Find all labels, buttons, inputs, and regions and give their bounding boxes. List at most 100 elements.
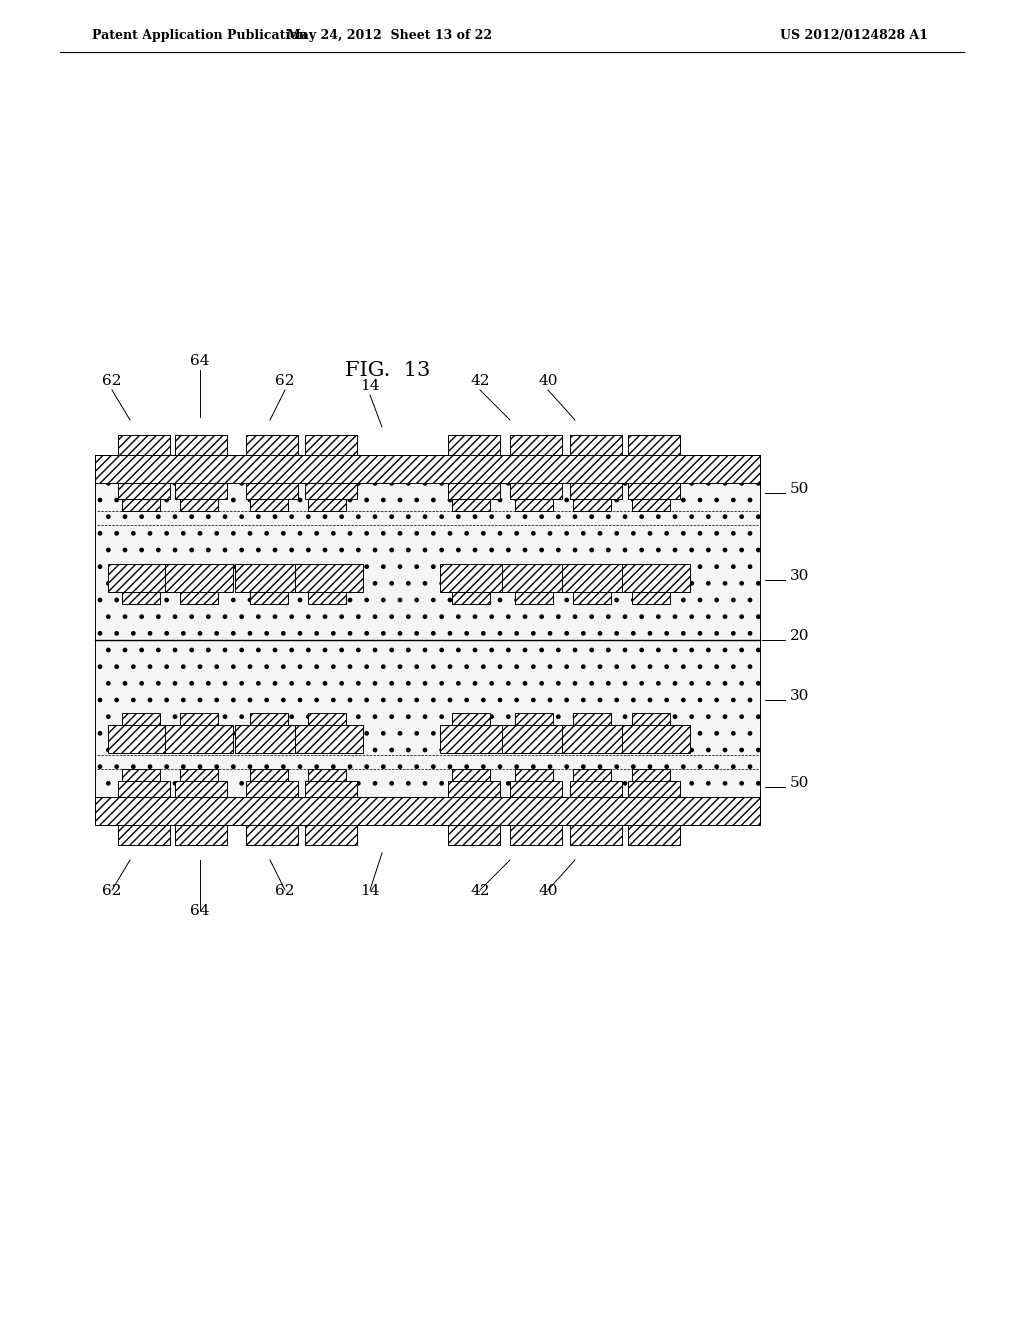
Bar <box>308 499 346 511</box>
Bar <box>250 713 288 725</box>
Text: 62: 62 <box>102 374 122 388</box>
Bar <box>246 436 298 455</box>
Bar <box>95 455 760 825</box>
Bar <box>246 781 298 797</box>
Bar <box>108 725 176 752</box>
Bar <box>250 591 288 605</box>
Bar <box>632 770 670 781</box>
Bar <box>122 591 160 605</box>
Bar <box>573 770 611 781</box>
Bar <box>449 825 500 845</box>
Bar <box>440 564 508 591</box>
Bar <box>165 564 233 591</box>
Bar <box>305 483 357 499</box>
Bar <box>632 713 670 725</box>
Bar <box>628 436 680 455</box>
Bar <box>452 770 490 781</box>
Bar <box>510 436 562 455</box>
Bar <box>308 713 346 725</box>
Bar <box>449 781 500 797</box>
Bar <box>305 436 357 455</box>
Text: Patent Application Publication: Patent Application Publication <box>92 29 307 41</box>
Bar <box>628 825 680 845</box>
Bar <box>628 781 680 797</box>
Bar <box>108 564 176 591</box>
Bar <box>175 825 227 845</box>
Bar <box>570 483 622 499</box>
Bar <box>250 499 288 511</box>
Bar <box>305 825 357 845</box>
Bar <box>449 483 500 499</box>
Bar <box>510 825 562 845</box>
Bar <box>234 564 303 591</box>
Bar <box>295 564 362 591</box>
Bar <box>632 499 670 511</box>
Bar <box>502 725 570 752</box>
Text: 40: 40 <box>539 374 558 388</box>
Bar <box>122 770 160 781</box>
Text: 62: 62 <box>275 884 295 898</box>
Bar <box>622 564 690 591</box>
Bar <box>515 591 553 605</box>
Text: 62: 62 <box>275 374 295 388</box>
Bar <box>180 770 218 781</box>
Bar <box>515 713 553 725</box>
Bar <box>305 781 357 797</box>
Text: 14: 14 <box>360 884 380 898</box>
Bar <box>175 781 227 797</box>
Text: May 24, 2012  Sheet 13 of 22: May 24, 2012 Sheet 13 of 22 <box>288 29 493 41</box>
Bar <box>628 483 680 499</box>
Bar <box>175 483 227 499</box>
Text: 30: 30 <box>790 689 809 704</box>
Bar <box>515 499 553 511</box>
Bar <box>118 436 170 455</box>
Bar <box>118 825 170 845</box>
Bar <box>175 436 227 455</box>
Bar <box>562 725 630 752</box>
Bar <box>573 499 611 511</box>
Bar <box>570 781 622 797</box>
Bar <box>95 797 760 825</box>
Bar <box>180 499 218 511</box>
Bar <box>308 770 346 781</box>
Text: 42: 42 <box>470 374 489 388</box>
Bar <box>452 713 490 725</box>
Text: US 2012/0124828 A1: US 2012/0124828 A1 <box>780 29 928 41</box>
Text: 40: 40 <box>539 884 558 898</box>
Text: 50: 50 <box>790 776 809 789</box>
Text: 64: 64 <box>190 904 210 917</box>
Text: 30: 30 <box>790 569 809 583</box>
Bar <box>118 483 170 499</box>
Bar <box>165 725 233 752</box>
Bar <box>440 725 508 752</box>
Text: 42: 42 <box>470 884 489 898</box>
Bar <box>632 591 670 605</box>
Bar <box>180 591 218 605</box>
Bar <box>570 825 622 845</box>
Bar <box>449 436 500 455</box>
Bar <box>570 436 622 455</box>
Bar <box>452 591 490 605</box>
Bar <box>95 455 760 483</box>
Bar <box>246 825 298 845</box>
Text: 14: 14 <box>360 379 380 393</box>
Bar <box>573 591 611 605</box>
Text: 20: 20 <box>790 630 810 643</box>
Bar <box>308 591 346 605</box>
Bar <box>573 713 611 725</box>
Bar <box>118 781 170 797</box>
Text: 50: 50 <box>790 482 809 496</box>
Bar <box>510 483 562 499</box>
Bar <box>122 713 160 725</box>
Bar <box>502 564 570 591</box>
Bar <box>622 725 690 752</box>
Bar <box>515 770 553 781</box>
Bar <box>510 781 562 797</box>
Bar <box>562 564 630 591</box>
Bar <box>246 483 298 499</box>
Bar <box>122 499 160 511</box>
Bar <box>180 713 218 725</box>
Text: FIG.  13: FIG. 13 <box>345 360 431 380</box>
Text: 64: 64 <box>190 354 210 368</box>
Text: 62: 62 <box>102 884 122 898</box>
